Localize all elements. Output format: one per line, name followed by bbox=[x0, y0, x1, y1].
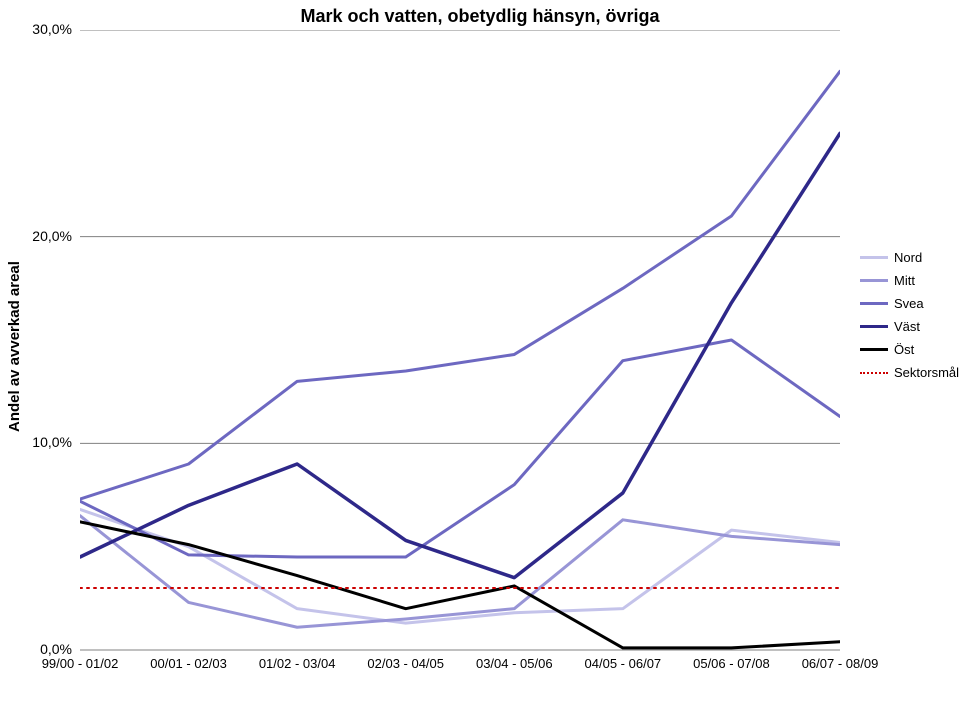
x-tick-label: 04/05 - 06/07 bbox=[575, 656, 671, 671]
legend-label: Nord bbox=[894, 250, 922, 265]
plot-area bbox=[80, 30, 840, 678]
legend-item-nord: Nord bbox=[860, 250, 959, 265]
x-tick-label: 06/07 - 08/09 bbox=[792, 656, 888, 671]
y-tick-label: 10,0% bbox=[20, 434, 72, 450]
x-tick-label: 99/00 - 01/02 bbox=[32, 656, 128, 671]
x-tick-label: 03/04 - 05/06 bbox=[466, 656, 562, 671]
legend-label: Svea bbox=[894, 296, 924, 311]
y-tick-label: 30,0% bbox=[20, 21, 72, 37]
legend-label: Mitt bbox=[894, 273, 915, 288]
series-line-nord bbox=[80, 509, 840, 623]
legend-item-mitt: Mitt bbox=[860, 273, 959, 288]
series-line-väst bbox=[80, 133, 840, 577]
legend-label: Väst bbox=[894, 319, 920, 334]
x-tick-label: 00/01 - 02/03 bbox=[141, 656, 237, 671]
y-axis-title: Andel av avverkad areal bbox=[6, 261, 23, 432]
legend-item-svea: Svea bbox=[860, 296, 959, 311]
series-line-öst bbox=[80, 522, 840, 648]
x-tick-label: 02/03 - 04/05 bbox=[358, 656, 454, 671]
legend-swatch bbox=[860, 372, 888, 374]
y-tick-label: 20,0% bbox=[20, 228, 72, 244]
legend-item-väst: Väst bbox=[860, 319, 959, 334]
chart-title: Mark och vatten, obetydlig hänsyn, övrig… bbox=[0, 6, 960, 27]
y-tick-label: 0,0% bbox=[20, 641, 72, 657]
legend-swatch bbox=[860, 348, 888, 351]
legend-item-öst: Öst bbox=[860, 342, 959, 357]
legend-item-sektorsmål: Sektorsmål bbox=[860, 365, 959, 380]
legend-swatch bbox=[860, 325, 888, 328]
legend-label: Sektorsmål bbox=[894, 365, 959, 380]
chart-container: Mark och vatten, obetydlig hänsyn, övrig… bbox=[0, 0, 960, 725]
series-line-svea bbox=[80, 340, 840, 557]
legend-label: Öst bbox=[894, 342, 914, 357]
legend-swatch bbox=[860, 302, 888, 305]
legend-swatch bbox=[860, 279, 888, 282]
series-line-mitt-upper bbox=[80, 71, 840, 499]
legend-swatch bbox=[860, 256, 888, 259]
x-tick-label: 01/02 - 03/04 bbox=[249, 656, 345, 671]
legend: Nord Mitt Svea Väst Öst Sektorsmål bbox=[860, 250, 959, 388]
x-tick-label: 05/06 - 07/08 bbox=[683, 656, 779, 671]
